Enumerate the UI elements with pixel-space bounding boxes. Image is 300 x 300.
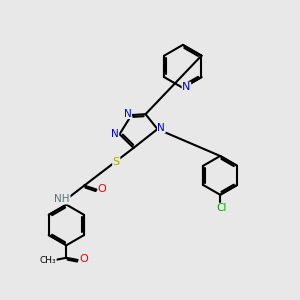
Text: Cl: Cl [216,203,226,213]
Text: N: N [158,123,165,133]
Text: N: N [124,109,131,118]
Text: O: O [79,254,88,264]
Text: N: N [111,129,118,139]
Text: N: N [182,82,190,92]
Text: CH₃: CH₃ [40,256,56,265]
Text: NH: NH [55,194,70,204]
Text: S: S [113,157,120,167]
Text: O: O [98,184,106,194]
